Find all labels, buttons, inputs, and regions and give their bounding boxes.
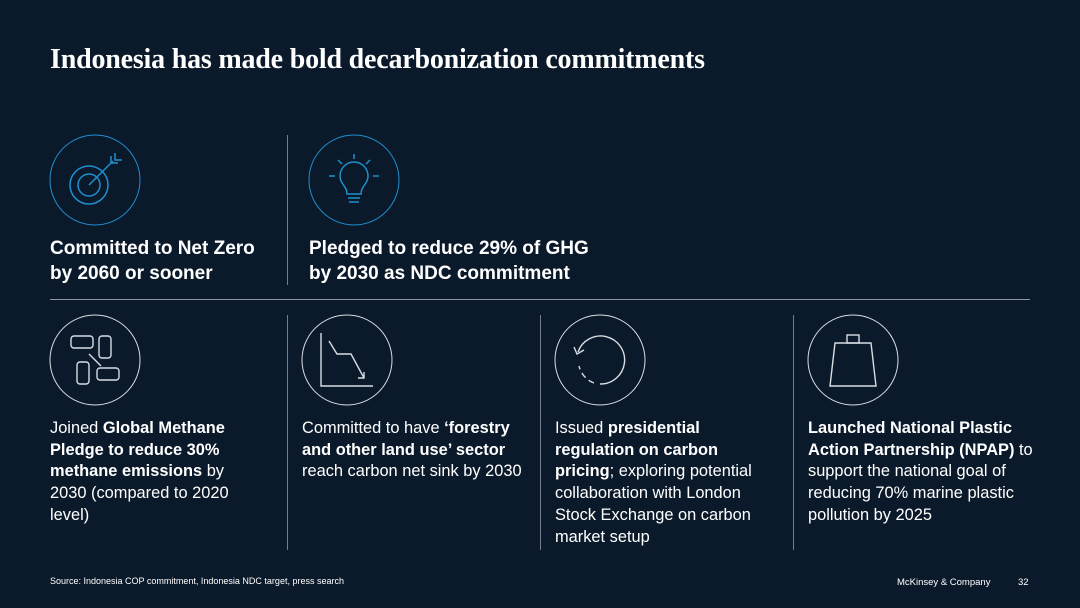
weight-icon bbox=[807, 314, 899, 406]
page-title: Indonesia has made bold decarbonization … bbox=[50, 44, 705, 75]
declining-chart-icon bbox=[301, 314, 393, 406]
row-divider bbox=[50, 299, 1030, 300]
commitment-forestry: Committed to have ‘forestry and other la… bbox=[302, 419, 522, 481]
cycle-arrow-icon bbox=[554, 314, 646, 406]
column-divider bbox=[287, 315, 288, 550]
commitment-net-zero: Committed to Net Zero by 2060 or sooner bbox=[50, 238, 255, 284]
column-divider bbox=[540, 315, 541, 550]
commitment-ghg: Pledged to reduce 29% of GHG by 2030 as … bbox=[309, 238, 589, 284]
column-divider bbox=[287, 135, 288, 285]
brand-name: McKinsey & Company bbox=[897, 577, 991, 588]
commitment-methane: Joined Global Methane Pledge to reduce 3… bbox=[50, 419, 229, 524]
commitment-plastic: Launched National Plastic Action Partner… bbox=[808, 419, 1033, 524]
page-number: 32 bbox=[1018, 577, 1029, 588]
commitment-carbon-pricing: Issued presidential regulation on carbon… bbox=[555, 419, 752, 546]
column-divider bbox=[793, 315, 794, 550]
joined-hands-icon bbox=[49, 314, 141, 406]
source-note: Source: Indonesia COP commitment, Indone… bbox=[50, 576, 344, 586]
lightbulb-icon bbox=[308, 134, 400, 226]
target-arrow-icon bbox=[49, 134, 141, 226]
